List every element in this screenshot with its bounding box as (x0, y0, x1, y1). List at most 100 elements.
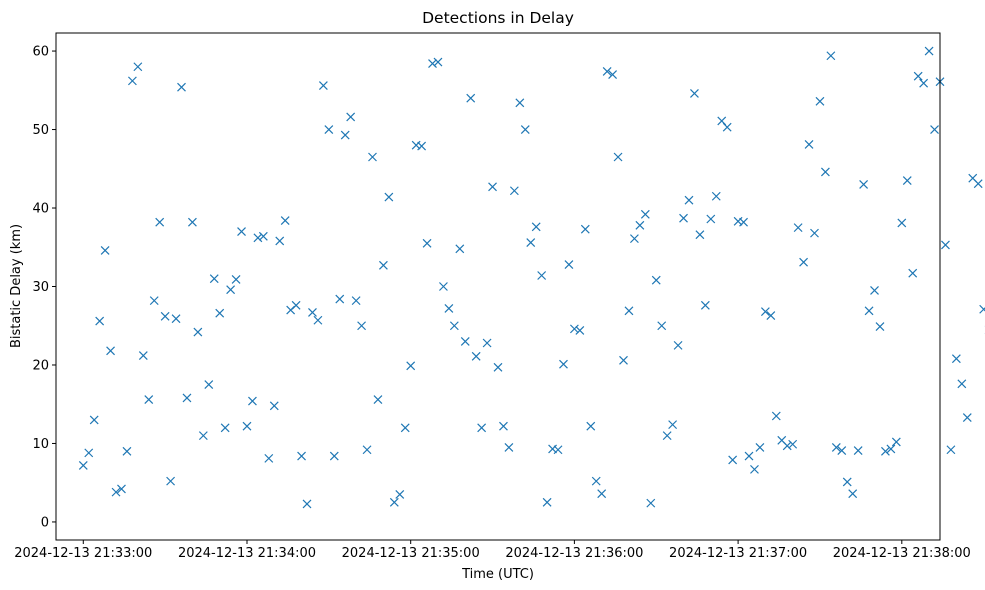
data-point (237, 227, 246, 236)
x-axis-label: Time (UTC) (461, 567, 534, 582)
data-point (335, 294, 345, 304)
data-point (651, 275, 661, 285)
data-point (455, 244, 465, 254)
data-point (662, 431, 672, 441)
data-point (477, 423, 487, 433)
data-point (586, 421, 596, 431)
data-point (695, 230, 705, 240)
data-point (122, 446, 132, 456)
data-point (591, 476, 601, 486)
data-point (526, 238, 536, 247)
data-point (913, 71, 923, 81)
data-point (608, 70, 618, 80)
data-point (870, 285, 879, 295)
data-point (542, 497, 552, 507)
data-point (881, 446, 890, 456)
data-point (891, 437, 901, 447)
data-point (433, 57, 443, 67)
data-point (722, 122, 732, 132)
data-point (291, 300, 301, 310)
data-point (100, 245, 110, 255)
data-point (400, 423, 410, 433)
data-point (793, 223, 803, 233)
data-point (466, 93, 476, 103)
data-point (902, 176, 912, 185)
data-point (908, 268, 918, 278)
y-tick-label: 0 (41, 515, 49, 530)
data-point (231, 275, 241, 284)
data-point (346, 112, 356, 122)
data-point (406, 361, 416, 371)
data-point (520, 125, 530, 134)
y-axis: 0 10 20 30 40 50 60 (32, 45, 56, 530)
data-point (897, 218, 907, 228)
data-point (700, 300, 710, 310)
data-point (744, 451, 754, 461)
data-point (946, 445, 956, 455)
data-point (318, 81, 328, 91)
data-point (509, 186, 519, 196)
data-point (979, 304, 985, 314)
data-point (537, 271, 547, 280)
data-point (739, 217, 748, 227)
x-tick-label: 2024-12-13 21:36:00 (505, 546, 643, 561)
data-point (444, 304, 454, 313)
data-point (679, 213, 688, 223)
data-point (602, 67, 612, 76)
data-point (166, 476, 176, 486)
data-point (624, 306, 634, 316)
data-point (875, 322, 885, 331)
data-point (138, 351, 148, 360)
data-point (324, 125, 334, 134)
data-point (242, 421, 252, 431)
data-point (258, 231, 268, 241)
data-point (193, 327, 203, 337)
y-axis-label: Bistatic Delay (km) (9, 224, 24, 348)
data-point (220, 423, 230, 433)
data-point (182, 393, 192, 403)
data-point (580, 224, 590, 234)
data-point (204, 380, 214, 390)
data-point (198, 431, 208, 441)
y-tick-label: 20 (32, 358, 49, 373)
data-point (853, 446, 863, 455)
data-point (951, 354, 961, 364)
data-point (826, 51, 836, 61)
data-point (117, 484, 126, 494)
data-point (78, 461, 88, 470)
data-point (84, 448, 94, 458)
y-tick-label: 10 (32, 437, 49, 452)
data-point (357, 321, 367, 331)
data-point (531, 222, 541, 232)
data-point (711, 191, 721, 201)
data-point (368, 152, 377, 162)
data-point (810, 228, 819, 238)
data-point (771, 411, 781, 421)
data-point (373, 395, 383, 404)
data-point (106, 346, 115, 356)
data-point (89, 415, 99, 425)
data-point (629, 234, 639, 244)
data-point (848, 489, 858, 499)
data-point (439, 282, 448, 291)
data-point (646, 498, 656, 508)
data-point (957, 379, 967, 389)
data-point (640, 209, 650, 219)
data-point (499, 421, 508, 431)
data-point (177, 82, 186, 92)
data-point (559, 359, 568, 369)
x-tick-label: 2024-12-13 21:34:00 (178, 546, 316, 561)
data-point (226, 285, 236, 295)
data-point (690, 89, 699, 98)
data-point (351, 296, 361, 306)
data-point (269, 401, 279, 411)
data-point (493, 362, 503, 372)
x-tick-label: 2024-12-13 21:38:00 (833, 546, 971, 561)
data-point (575, 326, 585, 335)
data-point (619, 355, 628, 365)
x-axis: 2024-12-13 21:33:00 2024-12-13 21:34:00 20… (14, 540, 971, 561)
data-point (886, 444, 896, 454)
data-point (313, 315, 323, 325)
data-point (799, 257, 809, 267)
